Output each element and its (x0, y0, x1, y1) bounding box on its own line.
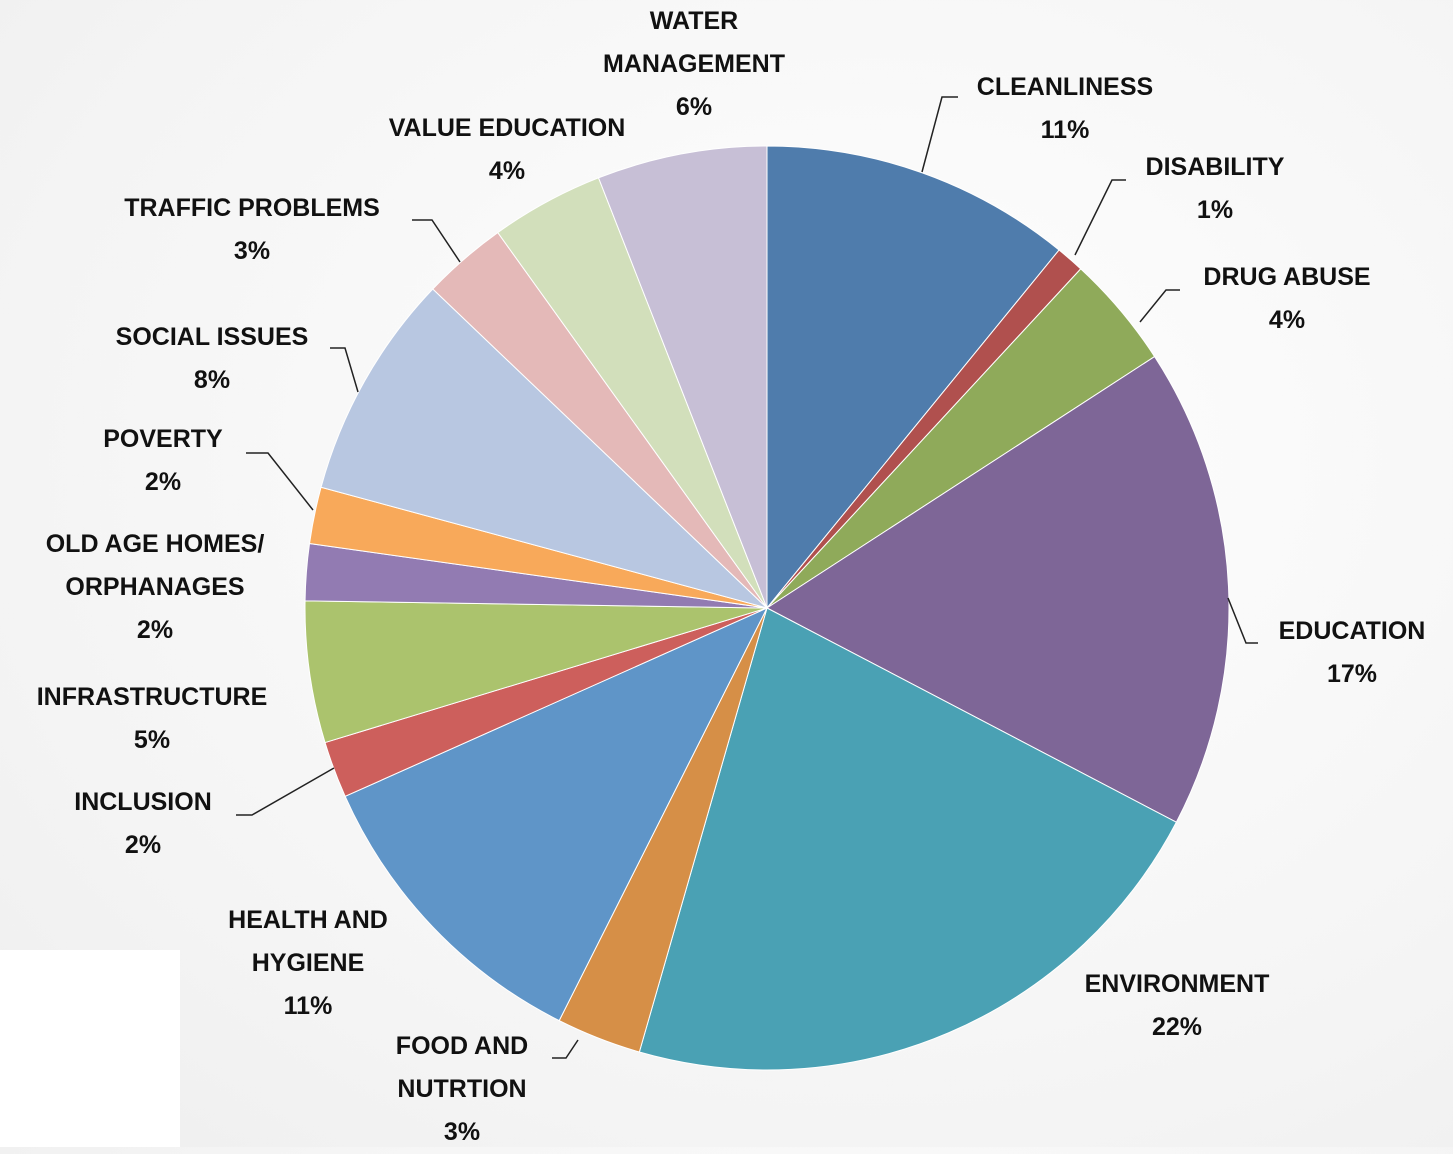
leader-line (246, 452, 314, 511)
value-label: 6% (675, 93, 713, 121)
value-label: 2% (144, 468, 182, 496)
data-label: FOOD AND NUTRTION 3% (362, 1025, 562, 1154)
category-label: FOOD AND NUTRTION (395, 1032, 529, 1103)
data-label: DISABILITY 1% (1015, 146, 1415, 232)
data-label: TRAFFIC PROBLEMS 3% (52, 187, 452, 273)
data-label: SOCIAL ISSUES 8% (12, 316, 412, 402)
value-label: 3% (233, 237, 271, 265)
category-label: EDUCATION (1278, 617, 1426, 645)
leader-line (1074, 179, 1126, 256)
slice (638, 607, 1178, 1071)
category-label: INCLUSION (74, 788, 212, 816)
slice (304, 600, 768, 744)
slice (344, 606, 769, 1022)
data-label: HEALTH AND HYGIENE 11% (203, 899, 413, 1028)
category-label: OLD AGE HOMES/ ORPHANAGES (45, 530, 265, 601)
value-label: 3% (443, 1118, 481, 1146)
backdrop (0, 950, 180, 1147)
category-label: ENVIRONMENT (1084, 970, 1270, 998)
data-label: EDUCATION 17% (1152, 610, 1453, 696)
leader-line (1227, 597, 1258, 644)
leader-line (412, 219, 461, 263)
value-label: 4% (488, 157, 526, 185)
category-label: TRAFFIC PROBLEMS (124, 194, 380, 222)
value-label: 1% (1196, 196, 1234, 224)
value-label: 8% (193, 366, 231, 394)
value-label: 22% (1151, 1013, 1203, 1041)
category-label: DISABILITY (1145, 153, 1285, 181)
slice (320, 288, 768, 609)
value-label: 4% (1268, 306, 1306, 334)
slice (597, 145, 768, 609)
slice (766, 355, 1230, 823)
data-label: INFRASTRUCTURE 5% (0, 676, 352, 762)
leader-line (552, 1039, 579, 1059)
slice (766, 145, 1060, 610)
leader-line (1139, 289, 1180, 323)
value-label: 17% (1326, 660, 1378, 688)
category-label: HEALTH AND HYGIENE (228, 906, 388, 977)
category-label: WATER MANAGEMENT (603, 7, 785, 78)
category-label: POVERTY (103, 425, 223, 453)
category-label: SOCIAL ISSUES (115, 323, 309, 351)
leader-line (330, 347, 359, 393)
leader-line (921, 96, 958, 173)
data-label: WATER MANAGEMENT 6% (584, 0, 804, 129)
category-label: DRUG ABUSE (1203, 263, 1371, 291)
data-label: ENVIRONMENT 22% (977, 963, 1377, 1049)
data-label: INCLUSION 2% (0, 781, 343, 867)
category-label: VALUE EDUCATION (388, 114, 626, 142)
data-label: POVERTY 2% (0, 418, 363, 504)
value-label: 11% (283, 992, 333, 1020)
data-label: VALUE EDUCATION 4% (307, 107, 707, 193)
category-label: INFRASTRUCTURE (36, 683, 268, 711)
data-label: OLD AGE HOMES/ ORPHANAGES 2% (8, 523, 303, 652)
value-label: 11% (1040, 116, 1090, 144)
value-label: 2% (136, 616, 174, 644)
value-label: 5% (133, 726, 171, 754)
leader-line (236, 767, 335, 816)
category-label: CLEANLINESS (976, 73, 1154, 101)
value-label: 2% (124, 831, 162, 859)
data-label: DRUG ABUSE 4% (1087, 256, 1453, 342)
data-label: CLEANLINESS 11% (865, 66, 1265, 152)
